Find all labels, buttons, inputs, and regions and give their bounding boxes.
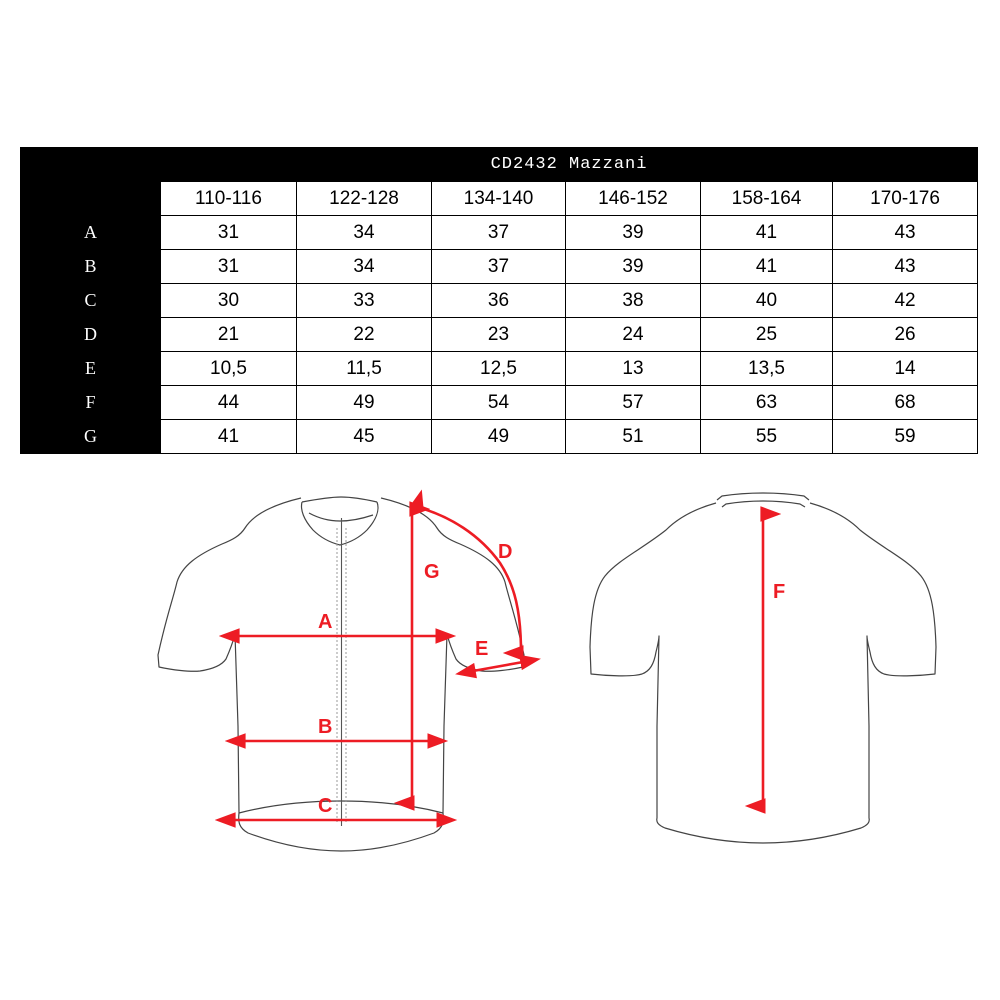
- svg-text:F: F: [773, 581, 785, 603]
